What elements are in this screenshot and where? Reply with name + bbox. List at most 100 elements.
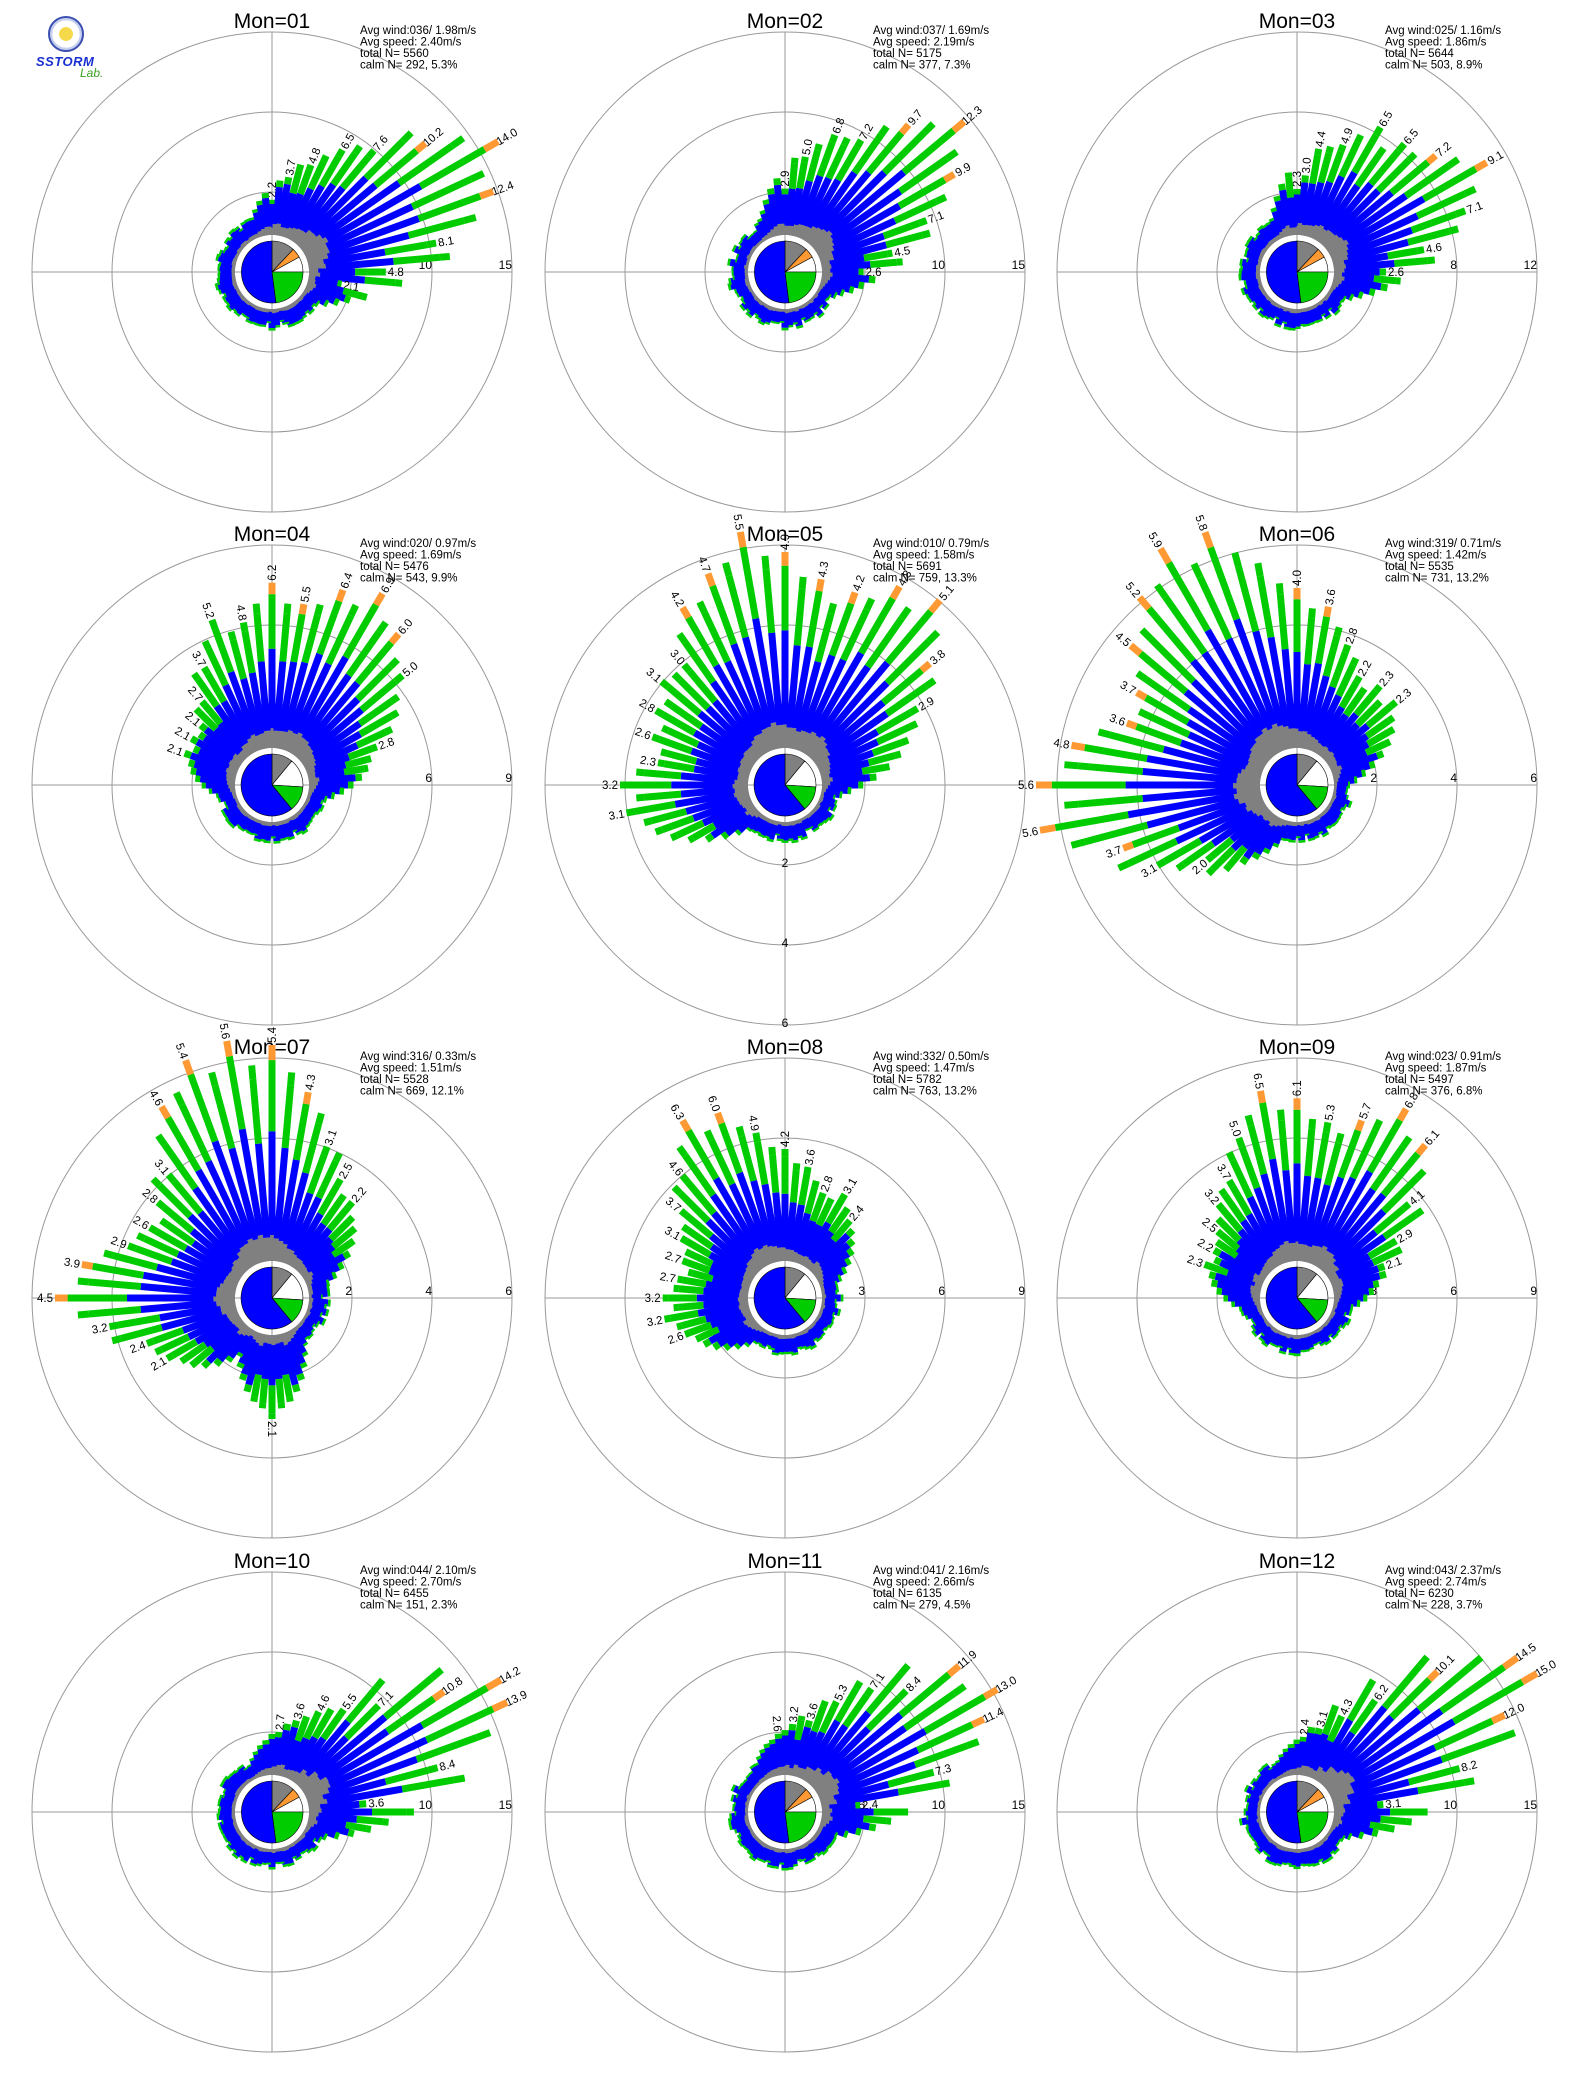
wind-bar-segment [1287,1747,1297,1770]
wind-bar-segment [225,1354,234,1363]
ring-label: 6 [425,771,432,785]
wind-bar-segment [1225,637,1274,731]
wind-bar-segment [229,235,244,249]
wind-bar-segment [1333,1229,1378,1269]
wind-bar-segment [820,799,836,811]
wind-bar-segment [393,253,441,265]
wind-bar-segment [170,1338,199,1359]
wind-bar-segment [722,562,733,577]
wind-bar-segment [1314,148,1323,156]
bar-value-label: 7.1 [1465,200,1484,217]
wind-bar-segment [302,1122,322,1174]
wind-bar-segment [1162,595,1208,655]
stats-line: Avg speed: 2.74m/s [1385,1577,1487,1589]
wind-bar-segment [808,741,829,762]
stats-line: Avg speed: 2.70m/s [360,1577,462,1589]
wind-bar-segment [301,1715,310,1722]
bar-value-label: 8.4 [904,1674,924,1694]
ring-label: 6 [938,1284,945,1298]
wind-bar-segment [1307,1726,1316,1734]
wind-bar-segment [831,1725,907,1782]
bar-value-label: 2.1 [265,1421,277,1437]
wind-bar-segment [88,1306,142,1318]
wind-bar-segment [218,249,223,257]
wind-bar-segment [293,739,311,759]
wind-bar-segment [1372,1280,1380,1288]
wind-bar-segment [1051,781,1126,789]
wind-bar-segment [781,1156,789,1194]
wind-bar-segment [1275,583,1284,596]
wind-bar-segment [871,739,904,757]
wind-bar-segment [1215,1228,1224,1237]
wind-bar-segment [1242,817,1271,850]
wind-bar-segment [809,1196,825,1223]
wind-bar-segment [924,677,937,689]
wind-bar-segment [1323,1170,1373,1249]
wind-bar-segment [806,1261,817,1272]
wind-bar-segment [315,1816,347,1829]
wind-bar-segment [1414,1168,1427,1181]
bar-value-label: 2.6 [1388,267,1404,279]
wind-bar-segment [1349,1704,1374,1735]
wind-bar-segment [668,1294,697,1302]
wind-bar-segment [705,705,752,752]
bar-value-label: 2.4 [847,1203,867,1223]
stats-line: calm N= 731, 13.2% [1385,573,1489,585]
wind-bar-segment [290,613,306,663]
wind-bar-segment [661,815,695,833]
wind-bar-segment [691,1269,714,1282]
wind-bar-segment [199,699,208,708]
wind-bar-segment [834,1686,860,1723]
wind-bar-segment [300,295,315,309]
wind-bar-segment [1254,562,1264,577]
wind-bar-segment [221,295,228,304]
wind-bar-segment [263,1237,273,1262]
wind-bar-segment [305,802,320,815]
wind-bar-segment [1333,1826,1350,1840]
wind-bar-segment [694,1334,702,1343]
wind-bar-segment [828,1712,904,1777]
wind-bar-segment [1256,1838,1271,1853]
stats-line: Avg wind:023/ 0.91m/s [1385,1051,1501,1063]
bar-value-label: 8.1 [437,235,455,250]
wind-bar-segment [1157,546,1172,565]
wind-bar-segment [1301,1732,1315,1767]
wind-bar-segment [171,1179,204,1215]
wind-bar-segment [170,1258,226,1284]
wind-bar-segment [814,808,829,823]
wind-bar-segment [812,826,820,833]
wind-bar-segment [201,665,211,676]
wind-bar-segment [305,1735,349,1779]
wind-bar-segment [1343,691,1365,717]
stats-line: total N= 5691 [873,561,942,573]
wind-bar-segment [1249,744,1271,764]
wind-bar-segment [781,188,789,195]
wind-bar-segment [807,1719,841,1770]
wind-bar-segment [878,124,890,137]
ring-label: 15 [1524,1798,1538,1812]
chart-title: Mon=11 [748,1550,823,1573]
wind-bar-segment [658,736,693,755]
wind-bar-segment [867,752,896,766]
wind-bar-segment [1236,1237,1267,1268]
wind-bar-segment [315,1320,321,1328]
wind-bar-segment [1125,781,1234,789]
wind-bar-segment [708,1251,747,1278]
wind-bar-segment [359,678,398,713]
bar-value-label: 5.2 [199,601,216,620]
wind-bar-segment [299,1361,308,1369]
wind-bar-segment [722,1342,732,1351]
wind-bar-segment [757,320,765,326]
stats-line: total N= 5528 [360,1074,429,1086]
bar-value-label: 5.4 [267,1026,279,1043]
wind-bar-segment [744,1327,761,1346]
wind-bar-segment [395,279,403,287]
wind-bar-segment [1330,1705,1388,1771]
wind-bar-segment [331,1271,338,1280]
wind-bar-segment [1323,811,1338,826]
wind-bar-segment [1229,812,1264,843]
wind-bar-segment [1097,728,1111,739]
wind-bar-segment [1243,822,1272,860]
wind-bar-segment [1264,811,1276,823]
wind-bar-segment [797,1715,806,1721]
